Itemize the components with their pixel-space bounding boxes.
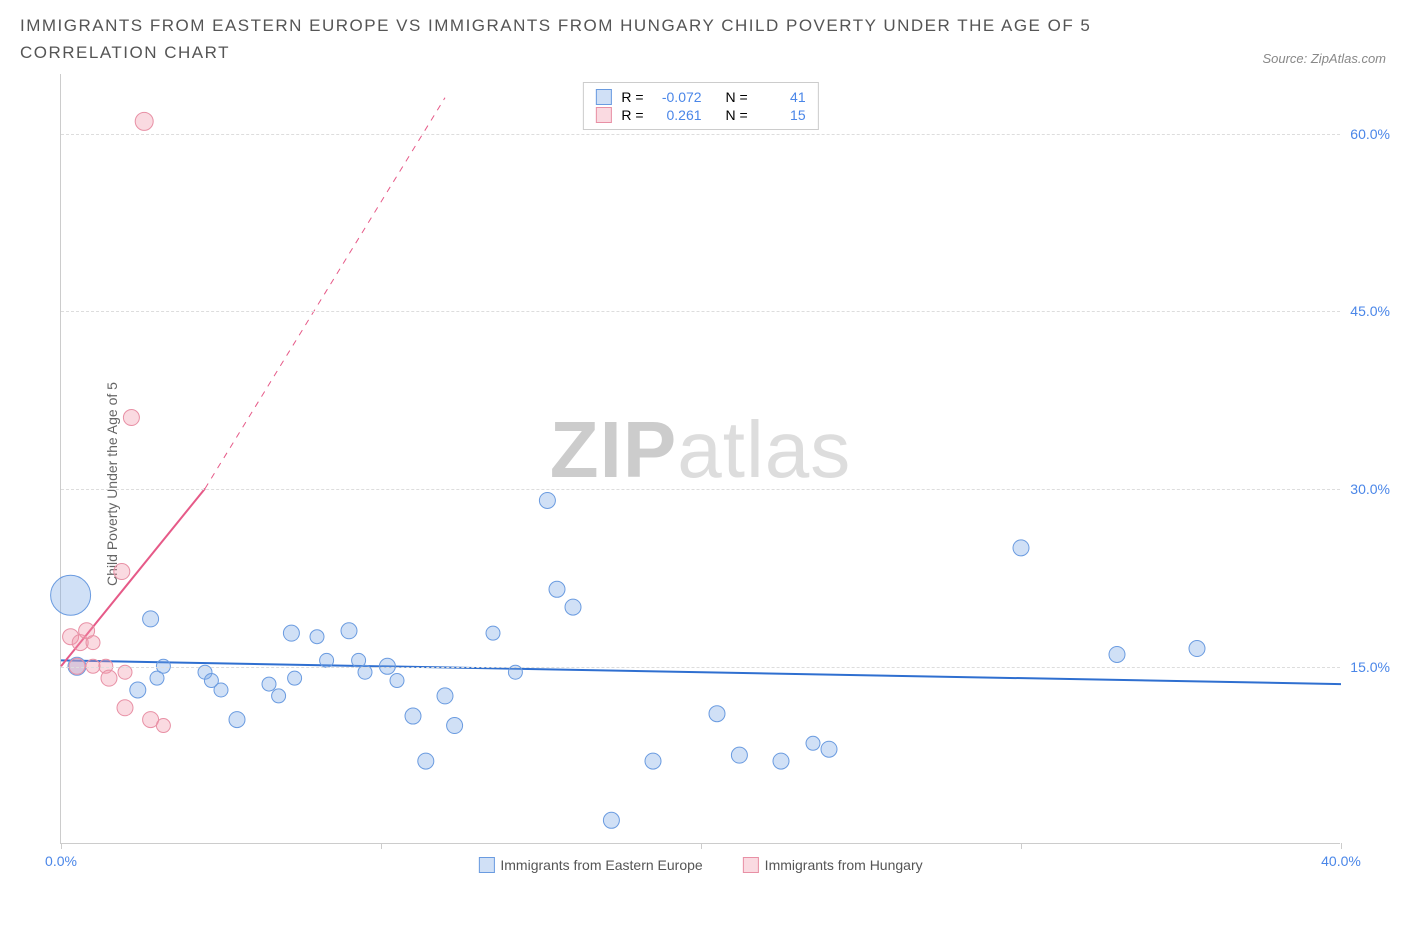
trendline-series-0 xyxy=(61,661,1341,685)
y-tick-label: 15.0% xyxy=(1350,659,1390,675)
x-tick xyxy=(701,843,702,849)
data-point-series-0 xyxy=(130,682,146,698)
y-tick-label: 30.0% xyxy=(1350,481,1390,497)
data-point-series-0 xyxy=(341,623,357,639)
data-point-series-1 xyxy=(101,671,117,687)
data-point-series-0 xyxy=(51,576,91,616)
data-point-series-0 xyxy=(283,626,299,642)
trendline-series-1-dash xyxy=(205,98,445,489)
x-tick xyxy=(1341,843,1342,849)
data-point-series-0 xyxy=(358,666,372,680)
data-point-series-0 xyxy=(214,683,228,697)
legend-label-0: Immigrants from Eastern Europe xyxy=(500,857,702,873)
plot-area: ZIPatlas R = -0.072 N = 41 R = 0.261 N =… xyxy=(60,74,1340,844)
stats-row-series-0: R = -0.072 N = 41 xyxy=(595,89,805,105)
data-point-series-0 xyxy=(310,630,324,644)
data-point-series-0 xyxy=(486,627,500,641)
data-point-series-0 xyxy=(405,708,421,724)
n-value-1: 15 xyxy=(758,107,806,123)
data-point-series-0 xyxy=(437,688,453,704)
x-tick xyxy=(1021,843,1022,849)
chart-svg xyxy=(61,74,1341,844)
data-point-series-0 xyxy=(709,706,725,722)
r-value-1: 0.261 xyxy=(654,107,702,123)
r-label: R = xyxy=(621,107,643,123)
x-tick xyxy=(381,843,382,849)
legend-swatch-1 xyxy=(743,857,759,873)
data-point-series-1 xyxy=(156,719,170,733)
data-point-series-0 xyxy=(565,599,581,615)
data-point-series-0 xyxy=(773,753,789,769)
legend-item-1: Immigrants from Hungary xyxy=(743,857,923,873)
data-point-series-0 xyxy=(288,672,302,686)
data-point-series-1 xyxy=(135,113,153,131)
chart-title: IMMIGRANTS FROM EASTERN EUROPE VS IMMIGR… xyxy=(20,12,1120,66)
n-label: N = xyxy=(725,89,747,105)
data-point-series-0 xyxy=(418,753,434,769)
data-point-series-0 xyxy=(806,737,820,751)
r-label: R = xyxy=(621,89,643,105)
data-point-series-0 xyxy=(549,582,565,598)
n-value-0: 41 xyxy=(758,89,806,105)
legend-bottom: Immigrants from Eastern Europe Immigrant… xyxy=(478,857,922,873)
data-point-series-1 xyxy=(114,564,130,580)
legend-label-1: Immigrants from Hungary xyxy=(765,857,923,873)
data-point-series-0 xyxy=(539,493,555,509)
gridline xyxy=(61,667,1340,668)
swatch-series-1 xyxy=(595,107,611,123)
stats-row-series-1: R = 0.261 N = 15 xyxy=(595,107,805,123)
data-point-series-0 xyxy=(1109,647,1125,663)
data-point-series-0 xyxy=(143,611,159,627)
data-point-series-0 xyxy=(447,718,463,734)
data-point-series-0 xyxy=(1013,540,1029,556)
gridline xyxy=(61,489,1340,490)
data-point-series-0 xyxy=(508,666,522,680)
data-point-series-0 xyxy=(150,672,164,686)
y-tick-label: 45.0% xyxy=(1350,303,1390,319)
data-point-series-0 xyxy=(821,742,837,758)
legend-item-0: Immigrants from Eastern Europe xyxy=(478,857,702,873)
r-value-0: -0.072 xyxy=(654,89,702,105)
data-point-series-1 xyxy=(86,636,100,650)
n-label: N = xyxy=(725,107,747,123)
x-tick-label: 0.0% xyxy=(45,853,77,869)
data-point-series-0 xyxy=(320,654,334,668)
data-point-series-0 xyxy=(1189,641,1205,657)
gridline xyxy=(61,134,1340,135)
data-point-series-1 xyxy=(117,700,133,716)
data-point-series-0 xyxy=(262,677,276,691)
x-tick-label: 40.0% xyxy=(1321,853,1361,869)
swatch-series-0 xyxy=(595,89,611,105)
stats-legend-box: R = -0.072 N = 41 R = 0.261 N = 15 xyxy=(582,82,818,130)
chart-container: Child Poverty Under the Age of 5 ZIPatla… xyxy=(20,74,1386,894)
legend-swatch-0 xyxy=(478,857,494,873)
source-label: Source: ZipAtlas.com xyxy=(1262,51,1386,66)
data-point-series-0 xyxy=(731,748,747,764)
x-tick xyxy=(61,843,62,849)
data-point-series-0 xyxy=(645,753,661,769)
data-point-series-1 xyxy=(118,666,132,680)
gridline xyxy=(61,311,1340,312)
data-point-series-0 xyxy=(603,813,619,829)
data-point-series-0 xyxy=(272,689,286,703)
data-point-series-1 xyxy=(123,410,139,426)
data-point-series-0 xyxy=(390,674,404,688)
y-tick-label: 60.0% xyxy=(1350,126,1390,142)
data-point-series-0 xyxy=(229,712,245,728)
